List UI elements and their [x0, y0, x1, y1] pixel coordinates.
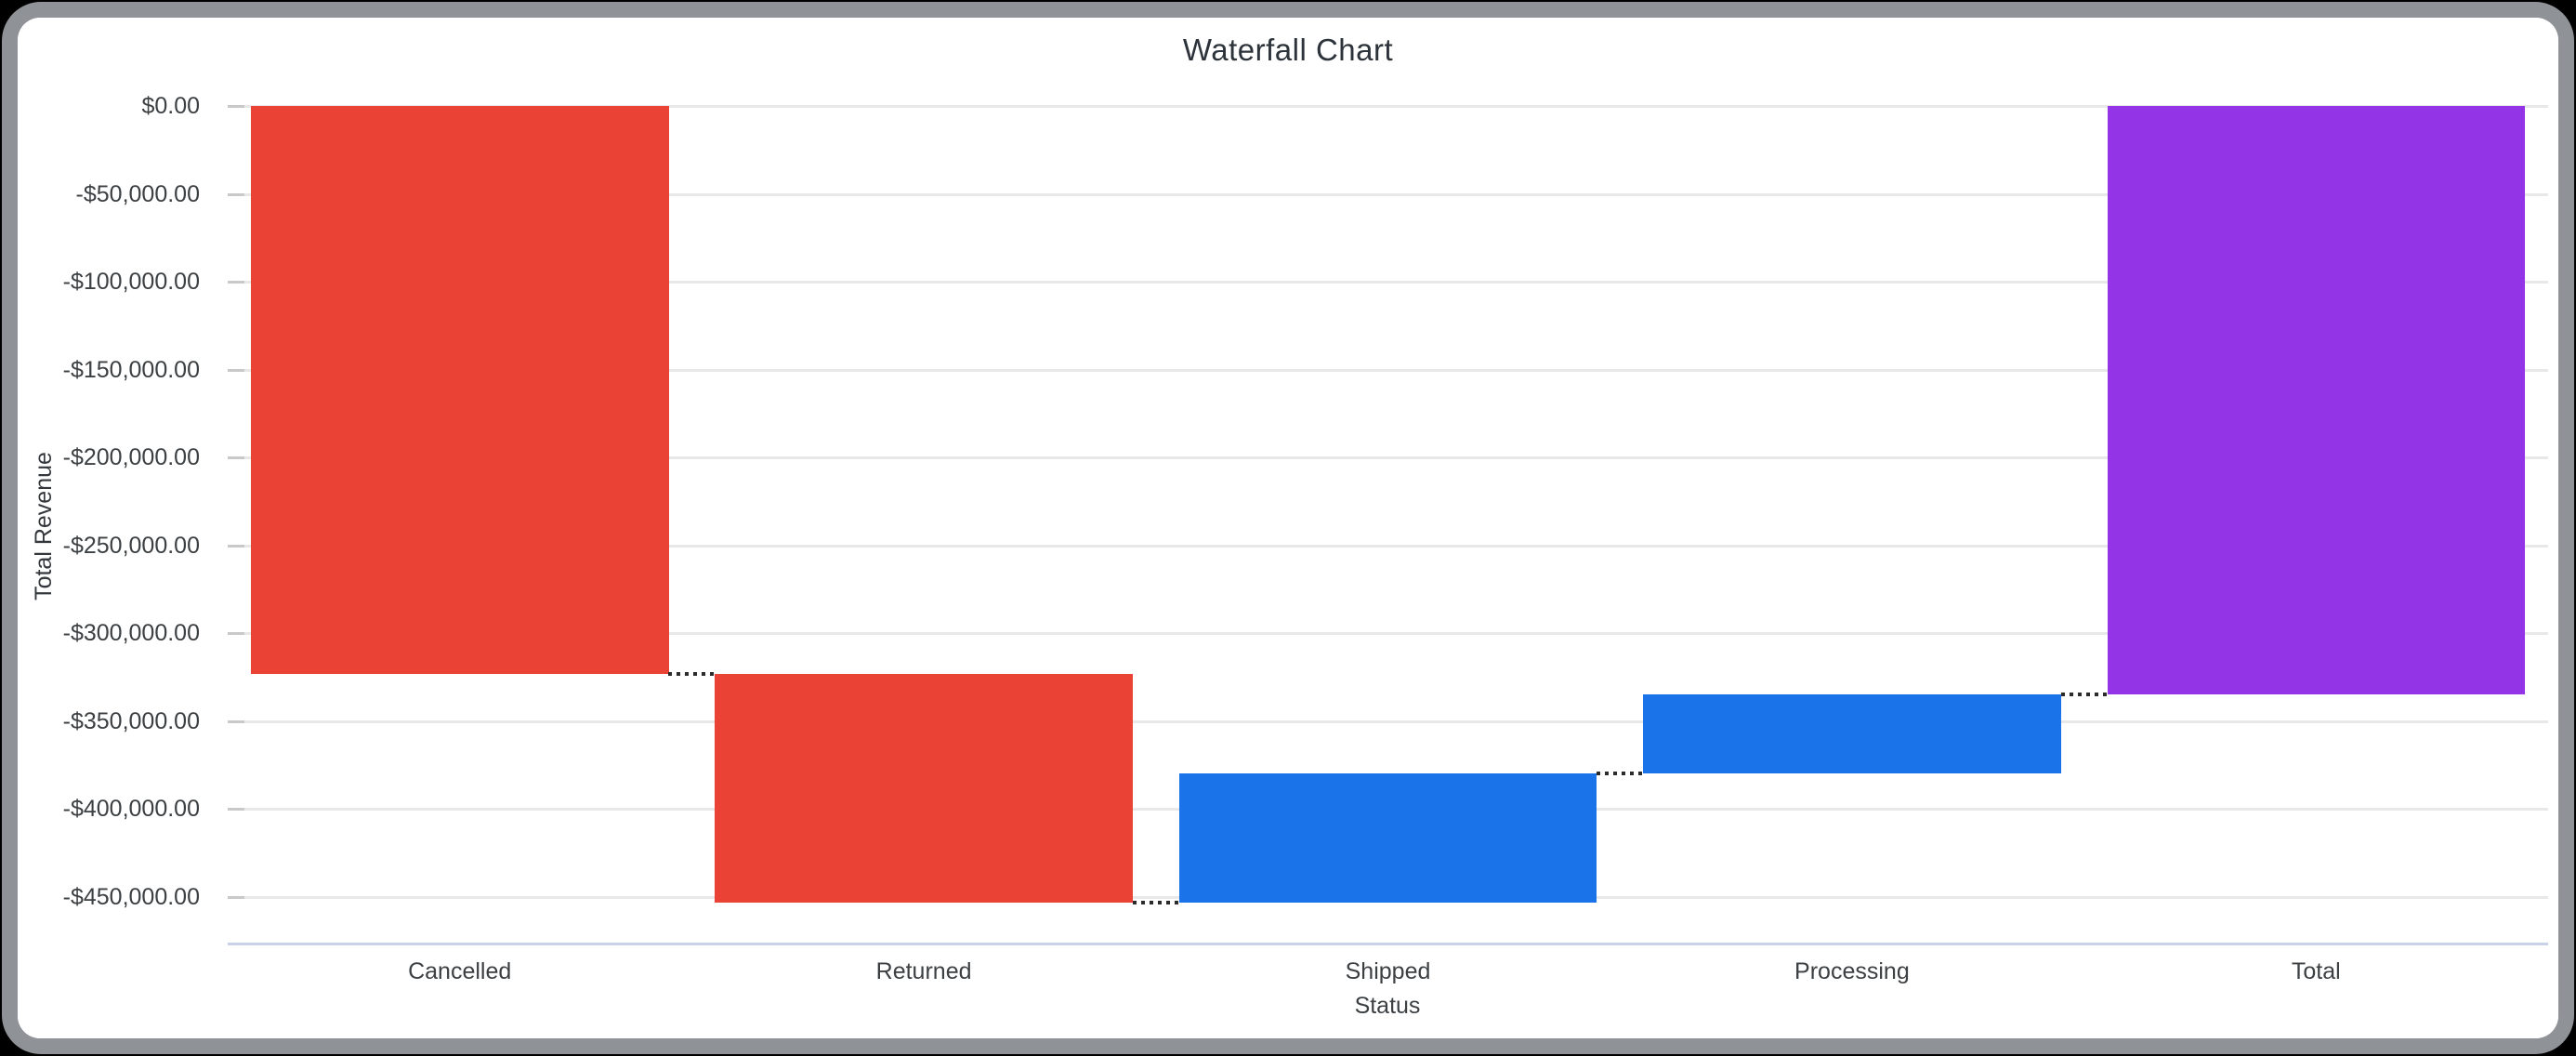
y-tick-label: -$350,000.00	[62, 708, 200, 734]
gridline	[228, 720, 2548, 723]
y-tick-label: -$300,000.00	[62, 620, 200, 646]
gridline	[228, 632, 2548, 635]
y-tick-label: $0.00	[141, 93, 200, 119]
x-tick-label: Returned	[875, 958, 972, 984]
y-tick-label: -$100,000.00	[62, 269, 200, 295]
x-tick-label: Cancelled	[408, 958, 512, 984]
y-axis-tick	[228, 456, 244, 459]
bar-cancelled[interactable]	[251, 106, 669, 674]
y-axis-tick	[228, 896, 244, 899]
gridline	[228, 193, 2548, 196]
y-tick-label: -$450,000.00	[62, 884, 200, 910]
x-tick-label: Shipped	[1345, 958, 1431, 984]
chart-title: Waterfall Chart	[1182, 33, 1394, 67]
bar-total[interactable]	[2107, 106, 2526, 694]
x-tick-label: Processing	[1794, 958, 1910, 984]
x-axis-line	[228, 943, 2548, 945]
gridline	[228, 456, 2548, 459]
y-axis-tick	[228, 632, 244, 635]
bar-processing[interactable]	[1643, 693, 2061, 774]
y-axis-tick	[228, 281, 244, 284]
y-tick-label: -$150,000.00	[62, 357, 200, 383]
y-tick-label: -$50,000.00	[75, 181, 200, 207]
y-tick-label: -$250,000.00	[62, 533, 200, 559]
waterfall-connector	[2060, 692, 2108, 696]
y-axis-tick	[228, 808, 244, 811]
gridline	[228, 281, 2548, 284]
gridline	[228, 545, 2548, 548]
y-axis-tick	[228, 105, 244, 108]
y-axis-tick	[228, 369, 244, 372]
x-tick-label: Total	[2291, 958, 2341, 984]
y-axis-tick	[228, 545, 244, 548]
y-axis-tick	[228, 720, 244, 723]
gridline	[228, 105, 2548, 108]
bar-returned[interactable]	[715, 673, 1133, 904]
waterfall-connector	[1132, 901, 1179, 905]
x-axis-title: Status	[1354, 993, 1421, 1019]
y-axis-tick	[228, 193, 244, 196]
chart-container: Waterfall Chart Total Revenue $0.00 -$50,…	[18, 18, 2558, 1038]
y-tick-label: -$200,000.00	[62, 444, 200, 470]
gridline	[228, 369, 2548, 372]
waterfall-connector	[1597, 772, 1644, 776]
bar-shipped[interactable]	[1178, 773, 1597, 904]
waterfall-connector	[668, 671, 716, 676]
y-tick-label: -$400,000.00	[62, 796, 200, 822]
